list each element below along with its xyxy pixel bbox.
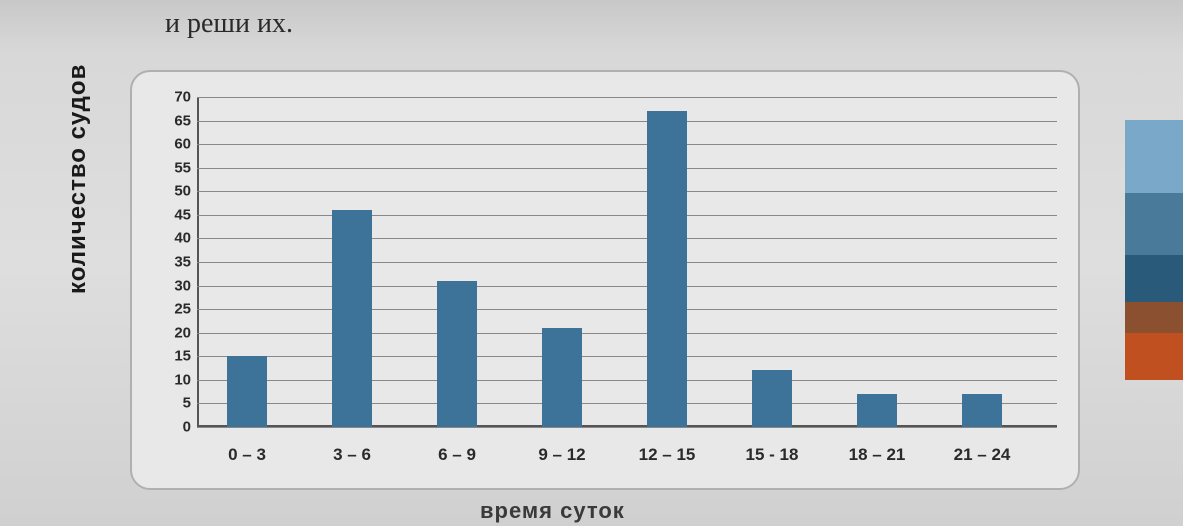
y-tick-label: 50 — [174, 183, 191, 200]
grid-line — [197, 191, 1057, 192]
y-tick-label: 0 — [183, 419, 191, 436]
side-photo-strip — [1125, 120, 1183, 380]
page-surface: и реши их. количество судов 0 5 10 15 20 25 30… — [0, 0, 1183, 526]
x-tick-label: 12 – 15 — [639, 445, 696, 465]
y-tick-label: 10 — [174, 371, 191, 388]
y-tick-label: 55 — [174, 159, 191, 176]
bar — [962, 394, 1002, 427]
chart-frame: 0 5 10 15 20 25 30 35 40 45 50 55 60 65 70 0 – 3 3 – 6 6 … — [130, 70, 1080, 490]
y-tick-label: 25 — [174, 301, 191, 318]
grid-line — [197, 215, 1057, 216]
bar — [752, 370, 792, 427]
bar — [332, 210, 372, 427]
y-axis-label: количество судов — [64, 64, 92, 294]
x-axis-label: время суток — [480, 498, 625, 524]
x-tick-label: 6 – 9 — [438, 445, 476, 465]
y-tick-label: 65 — [174, 112, 191, 129]
x-tick-label: 9 – 12 — [538, 445, 585, 465]
grid-line — [197, 309, 1057, 310]
bar — [227, 356, 267, 427]
grid-line — [197, 238, 1057, 239]
instruction-text: и реши их. — [165, 8, 293, 40]
grid-line — [197, 356, 1057, 357]
grid-line — [197, 121, 1057, 122]
y-tick-label: 5 — [183, 395, 191, 412]
grid-line — [197, 262, 1057, 263]
y-tick-label: 30 — [174, 277, 191, 294]
bar — [437, 281, 477, 427]
grid-line — [197, 427, 1057, 428]
y-tick-label: 45 — [174, 206, 191, 223]
y-tick-label: 35 — [174, 254, 191, 271]
x-tick-label: 18 – 21 — [849, 445, 906, 465]
grid-line — [197, 333, 1057, 334]
grid-line — [197, 403, 1057, 404]
bar — [857, 394, 897, 427]
grid-line — [197, 286, 1057, 287]
y-tick-label: 20 — [174, 324, 191, 341]
y-tick-label: 15 — [174, 348, 191, 365]
y-tick-label: 70 — [174, 89, 191, 106]
grid-line — [197, 380, 1057, 381]
x-tick-label: 15 - 18 — [746, 445, 799, 465]
bar — [542, 328, 582, 427]
grid-line — [197, 168, 1057, 169]
y-tick-label: 40 — [174, 230, 191, 247]
x-tick-label: 0 – 3 — [228, 445, 266, 465]
chart-plot-area: 05101520253035404550556065700 – 33 – 66 … — [197, 97, 1057, 427]
grid-line — [197, 144, 1057, 145]
y-tick-label: 60 — [174, 136, 191, 153]
x-tick-label: 21 – 24 — [954, 445, 1011, 465]
x-tick-label: 3 – 6 — [333, 445, 371, 465]
grid-line — [197, 97, 1057, 98]
bar — [647, 111, 687, 427]
